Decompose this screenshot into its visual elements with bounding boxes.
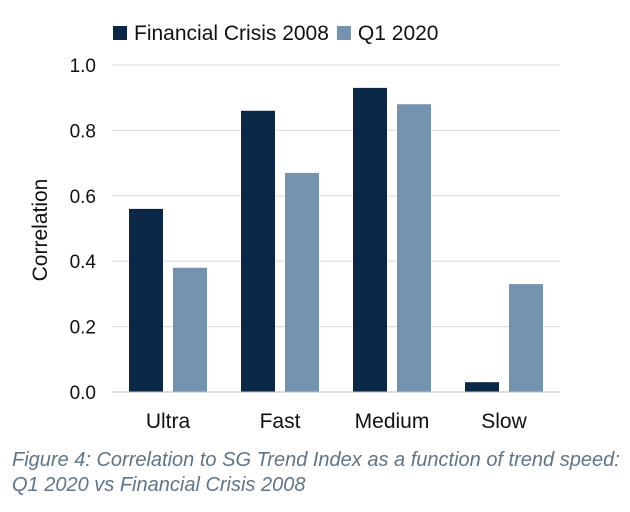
y-tick-label: 0.8	[70, 121, 96, 142]
legend-label: Financial Crisis 2008	[134, 22, 329, 45]
y-tick-label: 1.0	[70, 56, 96, 77]
legend-swatch	[113, 26, 127, 40]
y-tick-labels: 0.0 0.2 0.4 0.6 0.8 1.0	[70, 56, 97, 404]
bars	[129, 87, 543, 393]
bar-medium-series-1	[353, 87, 387, 392]
y-tick-label: 0.0	[70, 383, 96, 404]
x-category-label: Fast	[260, 410, 301, 433]
y-tick-label: 0.4	[70, 252, 97, 273]
x-category-label: Ultra	[146, 410, 191, 433]
bar-fast-series-2	[285, 172, 319, 392]
figure-caption: Figure 4: Correlation to SG Trend Index …	[12, 449, 620, 496]
bar-slow-series-1	[465, 382, 499, 392]
y-tick-label: 0.6	[70, 187, 96, 208]
bar-chart: 0.0 0.2 0.4 0.6 0.8 1.0 Ultra Fast Medium Slow C…	[29, 22, 560, 433]
bar-ultra-series-1	[129, 208, 163, 392]
bar-ultra-series-2	[173, 267, 207, 392]
bar-slow-series-2	[509, 284, 543, 392]
bar-fast-series-1	[241, 110, 275, 392]
gridlines	[112, 64, 560, 328]
y-tick-label: 0.2	[70, 318, 96, 339]
x-category-label: Medium	[355, 410, 430, 433]
legend-swatch	[336, 26, 351, 40]
bar-medium-series-2	[397, 104, 431, 393]
y-axis-label: Correlation	[29, 179, 52, 282]
legend: Financial Crisis 2008 Q1 2020	[113, 22, 439, 45]
x-category-labels: Ultra Fast Medium Slow	[146, 410, 528, 433]
legend-label: Q1 2020	[358, 22, 439, 45]
x-category-label: Slow	[481, 410, 527, 433]
